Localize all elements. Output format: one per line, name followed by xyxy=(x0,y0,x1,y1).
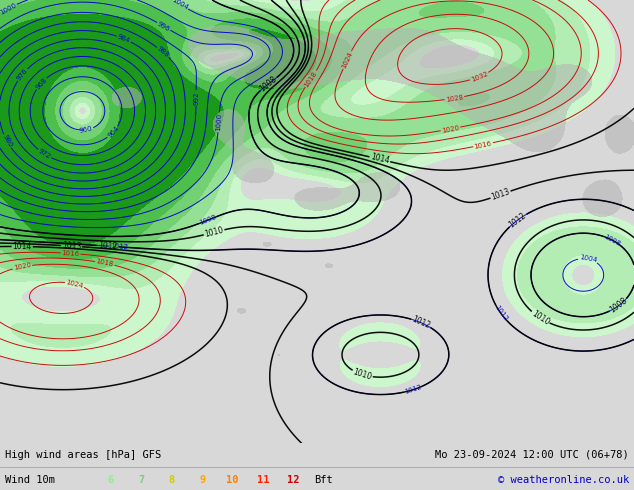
Text: 972: 972 xyxy=(37,148,52,160)
Text: 968: 968 xyxy=(34,76,48,90)
Text: 988: 988 xyxy=(156,46,170,59)
Text: 1013: 1013 xyxy=(490,187,511,202)
Text: 1024: 1024 xyxy=(340,50,354,69)
Text: 1018: 1018 xyxy=(96,259,114,268)
Text: 1012: 1012 xyxy=(98,241,118,251)
Text: 1024: 1024 xyxy=(65,279,84,289)
Text: 1000: 1000 xyxy=(215,113,223,131)
Text: High wind areas [hPa] GFS: High wind areas [hPa] GFS xyxy=(5,450,161,460)
Text: 11: 11 xyxy=(257,475,269,485)
Text: 960: 960 xyxy=(79,125,93,134)
Text: 10: 10 xyxy=(226,475,239,485)
Text: Bft: Bft xyxy=(314,475,333,485)
Text: 964: 964 xyxy=(107,125,120,139)
Text: 1016: 1016 xyxy=(61,250,80,257)
Text: 1018: 1018 xyxy=(304,70,318,88)
Text: 1008: 1008 xyxy=(198,214,217,226)
Text: 7: 7 xyxy=(138,475,145,485)
Text: 1008: 1008 xyxy=(608,296,629,315)
Text: 984: 984 xyxy=(117,33,131,44)
Text: 1012: 1012 xyxy=(507,211,528,229)
Text: 1014: 1014 xyxy=(370,153,390,166)
Text: 1010: 1010 xyxy=(530,309,551,327)
Text: 1012: 1012 xyxy=(410,315,432,331)
Text: 1028: 1028 xyxy=(445,94,463,102)
Text: 1016: 1016 xyxy=(474,140,493,149)
Text: 1012: 1012 xyxy=(493,304,508,322)
Text: 1013: 1013 xyxy=(61,241,81,251)
Text: 1032: 1032 xyxy=(470,71,489,83)
Text: 1012: 1012 xyxy=(110,244,128,250)
Text: 6: 6 xyxy=(108,475,114,485)
Text: 992: 992 xyxy=(193,91,199,104)
Text: 9: 9 xyxy=(199,475,205,485)
Text: 1010: 1010 xyxy=(352,368,373,382)
Text: 1014: 1014 xyxy=(13,242,32,251)
Text: 1004: 1004 xyxy=(579,254,597,264)
Text: Mo 23-09-2024 12:00 UTC (06+78): Mo 23-09-2024 12:00 UTC (06+78) xyxy=(435,450,629,460)
Text: © weatheronline.co.uk: © weatheronline.co.uk xyxy=(498,475,629,485)
Text: 1000: 1000 xyxy=(0,2,17,16)
Text: 12: 12 xyxy=(287,475,300,485)
Text: 1008: 1008 xyxy=(258,74,279,94)
Text: 1020: 1020 xyxy=(13,262,32,271)
Text: 1020: 1020 xyxy=(441,124,460,133)
Text: 1008: 1008 xyxy=(603,233,621,247)
Text: 976: 976 xyxy=(16,68,29,82)
Text: 980: 980 xyxy=(1,134,13,148)
Text: Wind 10m: Wind 10m xyxy=(5,475,55,485)
Text: 1010: 1010 xyxy=(204,225,224,239)
Text: 996: 996 xyxy=(157,20,171,32)
Text: 1012: 1012 xyxy=(404,384,422,395)
Text: 1004: 1004 xyxy=(171,0,189,11)
Text: 8: 8 xyxy=(169,475,175,485)
